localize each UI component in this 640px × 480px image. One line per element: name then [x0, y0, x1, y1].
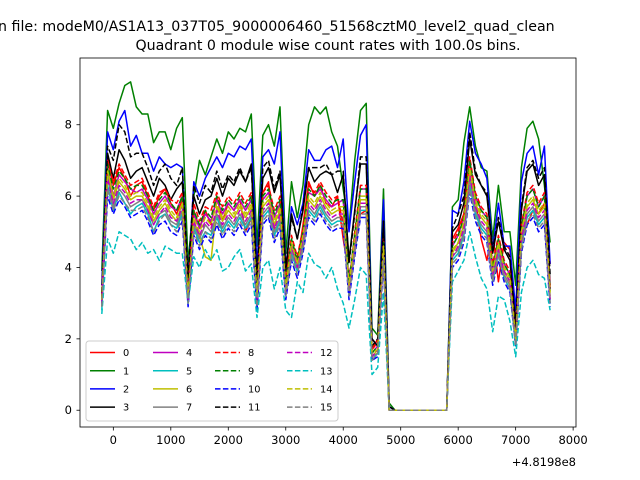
y-tick-label: 4 — [65, 260, 72, 274]
series-line-2 — [101, 109, 551, 411]
series-line-11 — [101, 123, 551, 411]
x-tick-label: 0 — [110, 433, 117, 447]
legend-label-8: 8 — [248, 348, 254, 359]
legend-label-11: 11 — [248, 403, 260, 414]
series-line-7 — [101, 173, 551, 411]
figure-suptitle: n file: modeM0/AS1A13_037T05_9000006460_… — [0, 19, 555, 35]
series-line-15 — [101, 188, 551, 411]
legend-label-4: 4 — [186, 348, 192, 359]
x-tick-label: 4000 — [329, 433, 358, 447]
legend-label-0: 0 — [123, 348, 129, 359]
x-tick-label: 2000 — [214, 433, 243, 447]
y-tick-label: 0 — [65, 403, 72, 417]
x-tick-label: 1000 — [156, 433, 185, 447]
plot-area — [101, 81, 551, 411]
series-line-3 — [101, 138, 551, 411]
legend-box — [85, 340, 339, 422]
legend-label-2: 2 — [123, 385, 129, 396]
series-line-13 — [101, 231, 551, 411]
series-line-12 — [101, 173, 551, 411]
legend-label-12: 12 — [320, 348, 332, 359]
legend-label-14: 14 — [320, 385, 332, 396]
y-tick-label: 6 — [65, 189, 72, 203]
legend-label-5: 5 — [186, 366, 192, 377]
legend-label-6: 6 — [186, 385, 192, 396]
legend-label-7: 7 — [186, 403, 192, 414]
y-tick-label: 8 — [65, 118, 72, 132]
legend-label-13: 13 — [320, 366, 332, 377]
legend-label-9: 9 — [248, 366, 254, 377]
legend-label-3: 3 — [123, 403, 129, 414]
legend-label-10: 10 — [248, 385, 260, 396]
series-line-5 — [101, 184, 551, 411]
legend-label-1: 1 — [123, 366, 129, 377]
axes: 0 1000 2000 3000 4000 5000 6000 7000 8000 0 2 4 6 8 — [65, 57, 588, 447]
chart-title: Quadrant 0 module wise count rates with … — [135, 38, 520, 54]
y-tick-label: 2 — [65, 332, 72, 346]
series-line-10 — [101, 191, 551, 411]
x-offset-label: +4.8198e8 — [512, 455, 576, 469]
series-line-8 — [101, 156, 551, 411]
x-tick-label: 5000 — [386, 433, 415, 447]
x-tick-label: 8000 — [558, 433, 587, 447]
axes-frame — [79, 57, 577, 428]
x-tick-label: 6000 — [444, 433, 473, 447]
series-line-14 — [101, 166, 551, 411]
x-tick-label: 3000 — [271, 433, 300, 447]
series-line-1 — [101, 81, 551, 411]
legend-label-15: 15 — [320, 403, 332, 414]
x-tick-label: 7000 — [501, 433, 530, 447]
